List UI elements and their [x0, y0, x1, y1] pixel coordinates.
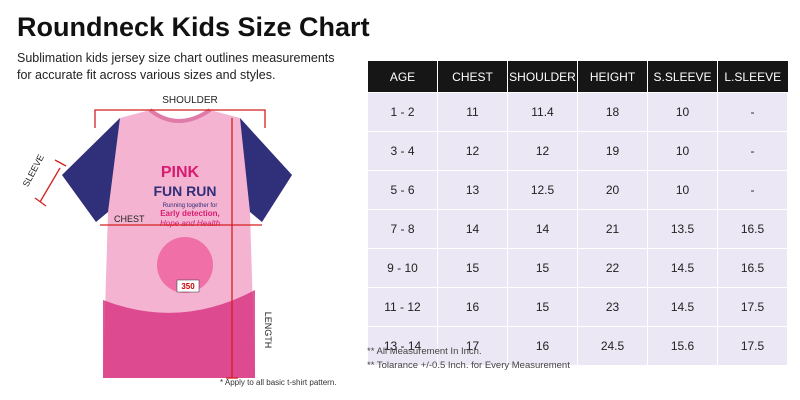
measure-label: SHOULDER [162, 95, 218, 106]
collar [148, 108, 212, 123]
print-text: Running together for [163, 203, 218, 209]
table-cell: 11 - 12 [367, 287, 438, 327]
table-cell: 5 - 6 [367, 170, 438, 210]
shirt-pattern [103, 290, 255, 378]
table-cell: 12 [507, 131, 578, 171]
bib [176, 279, 200, 293]
table-cell: 1 - 2 [367, 92, 438, 132]
bib-number: 350 [181, 282, 195, 291]
note: ** All Measurement In Inch. [367, 346, 482, 357]
table-cell: 16.5 [717, 248, 788, 288]
column-header: L.SLEEVE [717, 61, 788, 93]
table-cell: 10 [647, 92, 718, 132]
table-cell: 9 - 10 [367, 248, 438, 288]
column-header: HEIGHT [577, 61, 648, 93]
column-header: S.SLEEVE [647, 61, 718, 93]
table-cell: 13.5 [647, 209, 718, 249]
table-cell: 12.5 [507, 170, 578, 210]
table-cell: - [717, 92, 788, 132]
table-cell: 21 [577, 209, 648, 249]
table-cell: 11.4 [507, 92, 578, 132]
table-cell: 12 [437, 131, 508, 171]
table-cell: 13 [437, 170, 508, 210]
measure-label: SLEEVE [21, 153, 46, 189]
table-row: 1 - 2 11 11.4 18 10- [367, 92, 788, 132]
table-row: 7 - 8 14 14 21 13.5 16.5 [367, 209, 788, 249]
table-cell: 20 [577, 170, 648, 210]
table-row: 11 - 12 16 15 23 14.5 17.5 [367, 287, 788, 327]
table-cell: - [717, 131, 788, 171]
right-sleeve [240, 118, 292, 222]
table-cell: 3 - 4 [367, 131, 438, 171]
table-cell: 16 [507, 326, 578, 366]
notes: ** All Measurement In Inch. ** Tolarance … [367, 345, 570, 373]
print-text: Early detection, [160, 209, 220, 218]
table-cell: 15.6 [647, 326, 718, 366]
table-cell: 19 [577, 131, 648, 171]
description: Sublimation kids jersey size chart outli… [17, 51, 335, 82]
table-cell: 7 - 8 [367, 209, 438, 249]
column-header: AGE [367, 61, 438, 93]
table-row: 9 - 10 15 15 22 14.5 16.5 [367, 248, 788, 288]
header-row: AGE CHEST SHOULDER HEIGHT S.SLEEVE L.SLEEVE [367, 61, 788, 93]
print-text: Hope and Health [160, 219, 221, 228]
column-header: CHEST [437, 61, 508, 93]
table-cell: 23 [577, 287, 648, 327]
table-cell: 18 [577, 92, 648, 132]
table-cell: 14 [437, 209, 508, 249]
table-cell: 17.5 [717, 326, 788, 366]
table-cell: 16.5 [717, 209, 788, 249]
title: Roundneck Kids Size Chart [17, 12, 370, 42]
table-cell: 17 [437, 326, 508, 366]
measure-label: LENGTH [263, 312, 273, 349]
table-cell: 11 [437, 92, 508, 132]
shirt-illustration: 350 PINK FUN RUN Running together for Ea… [21, 95, 292, 379]
table-cell: 16 [437, 287, 508, 327]
table-row: 3 - 4 12 12 19 10- [367, 131, 788, 171]
table-cell: 10 [647, 131, 718, 171]
note: ** Tolarance +/-0.5 Inch. for Every Meas… [367, 360, 570, 371]
flamingo [157, 237, 213, 293]
print-text: FUN RUN [154, 183, 217, 199]
table-cell: 15 [507, 287, 578, 327]
footnote: * Apply to all basic t-shirt pattern. [220, 378, 337, 387]
table-row: 5 - 6 13 12.5 20 10- [367, 170, 788, 210]
measure-label: CHEST [114, 214, 145, 224]
left-sleeve [62, 118, 120, 222]
column-header: SHOULDER [507, 61, 578, 93]
table-cell: 15 [507, 248, 578, 288]
table-cell: 15 [437, 248, 508, 288]
table-body: 1 - 2 11 11.4 18 10-3 - 4 12 12 19 10-5 - 6 13 12.… [367, 92, 788, 366]
table-cell: 14.5 [647, 248, 718, 288]
table-cell: - [717, 170, 788, 210]
print-text: PINK [161, 164, 200, 181]
size-table: AGE CHEST SHOULDER HEIGHT S.SLEEVE L.SLEEVE 1 … [367, 61, 788, 366]
table-cell: 13 - 14 [367, 326, 438, 366]
table-cell: 14 [507, 209, 578, 249]
table-cell: 22 [577, 248, 648, 288]
table-row: 13 - 14 17 16 24.5 15.6 17.5 [367, 326, 788, 366]
table-cell: 17.5 [717, 287, 788, 327]
table-cell: 14.5 [647, 287, 718, 327]
measure-lines [34, 109, 266, 379]
table-cell: 10 [647, 170, 718, 210]
table-cell: 24.5 [577, 326, 648, 366]
